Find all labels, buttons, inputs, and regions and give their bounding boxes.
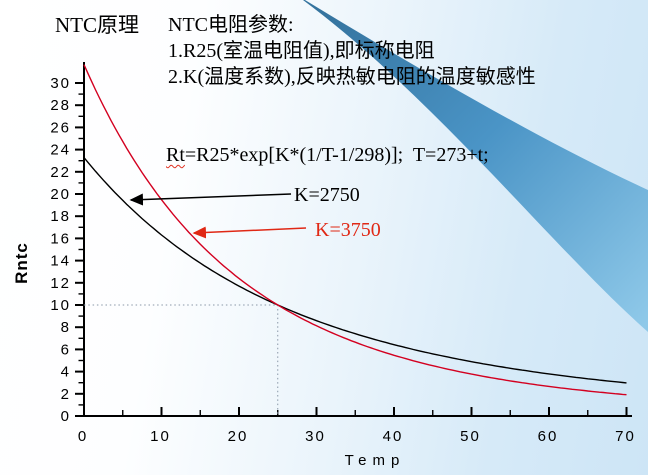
info-block: NTC电阻参数: 1.R25(室温电阻值),即标称电阻 2.K(温度系数),反映… [168,12,536,90]
x-tick-label: 20 [228,428,249,445]
info-heading: NTC电阻参数: [168,14,294,36]
info-item-1: 1.R25(室温电阻值),即标称电阻 [168,40,435,62]
x-tick-label: 60 [538,428,559,445]
y-tick-label: 12 [50,275,71,292]
y-tick-label: 28 [50,97,71,114]
y-tick-label: 14 [50,253,71,270]
reference-dotted-line [84,304,279,416]
y-tick-label: 6 [61,341,71,358]
x-tick-label: 10 [150,428,171,445]
x-axis-label: Temp [344,452,406,469]
curve-label-0: K=2750 [294,184,360,206]
y-tick-label: 18 [50,208,71,225]
formula-rt: Rt [166,144,185,166]
annotation-arrow-1 [192,226,307,239]
curve-K=2750 [83,157,627,384]
annotation-arrow-0 [129,193,292,206]
x-tick-label: 40 [383,428,404,445]
curve-label-1: K=3750 [315,219,381,241]
y-tick-label: 22 [50,164,71,181]
y-tick-label: 0 [61,408,71,425]
y-tick-label: 10 [50,297,71,314]
x-tick-label: 50 [460,428,481,445]
formula-rest: =R25*exp[K*(1/T-1/298)]; T=273+t; [184,144,489,166]
y-tick-label: 16 [50,230,71,247]
x-tick-label: 0 [78,428,88,445]
x-tick-label: 30 [305,428,326,445]
swoosh-ribbon [303,0,648,332]
y-tick-label: 26 [50,119,71,136]
info-item-2: 2.K(温度系数),反映热敏电阻的温度敏感性 [168,66,536,88]
slide-title: NTC原理 [55,13,139,37]
y-tick-label: 4 [61,364,71,381]
formula: Rt=R25*exp[K*(1/T-1/298)]; T=273+t; [166,144,489,167]
y-tick-label: 24 [50,142,71,159]
y-tick-label: 20 [50,186,71,203]
y-tick-label: 8 [61,319,71,336]
x-tick-label: 70 [615,428,636,445]
y-axis-label: Rntc [12,242,31,284]
y-tick-label: 2 [61,386,71,403]
y-tick-label: 30 [50,75,71,92]
curve-K=3750 [83,64,627,396]
